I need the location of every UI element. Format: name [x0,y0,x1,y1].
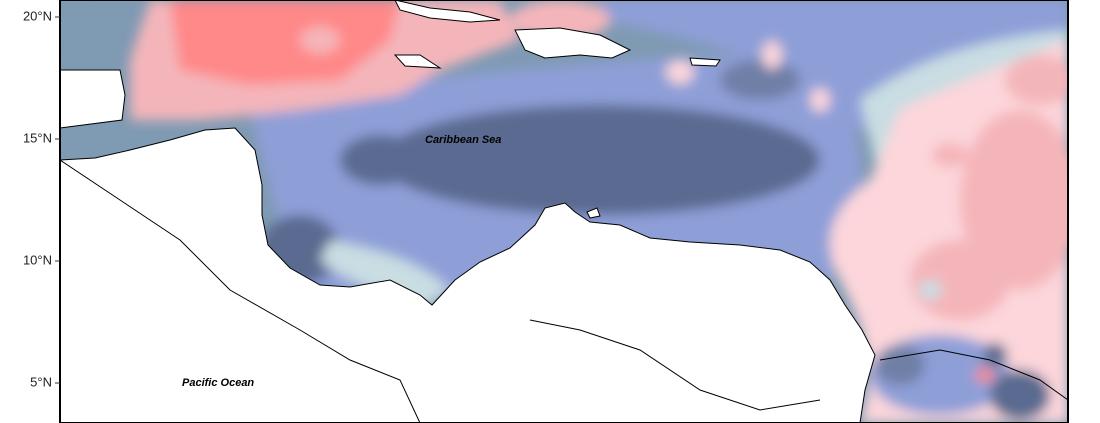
anomaly-field [60,0,1068,423]
lat-tick-label: 20°N [23,8,52,23]
ocean-label: Pacific Ocean [182,377,254,389]
sea-label: Caribbean Sea [425,134,501,146]
latitude-axis: 20°N 15°N 10°N 5°N [23,8,60,389]
lat-tick-label: 15°N [23,130,52,145]
plot-frame [59,0,1069,423]
lat-tick-label: 5°N [30,374,52,389]
lat-tick-label: 10°N [23,252,52,267]
